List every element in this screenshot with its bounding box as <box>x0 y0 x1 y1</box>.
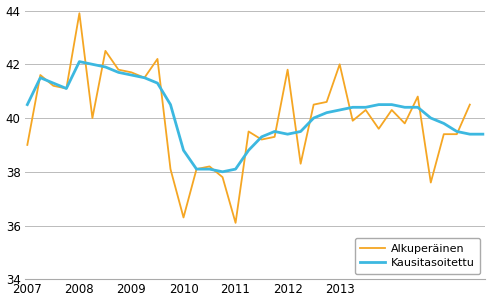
Alkuperäinen <box>77 11 82 15</box>
Alkuperäinen <box>141 76 147 79</box>
Kausitasoitettu <box>285 132 291 136</box>
Alkuperäinen <box>376 127 382 130</box>
Alkuperäinen <box>298 162 303 165</box>
Alkuperäinen <box>51 84 56 88</box>
Kausitasoitettu <box>233 167 239 171</box>
Alkuperäinen <box>441 132 447 136</box>
Kausitasoitettu <box>272 130 277 133</box>
Line: Kausitasoitettu: Kausitasoitettu <box>27 62 483 172</box>
Kausitasoitettu <box>115 71 121 74</box>
Alkuperäinen <box>428 181 434 184</box>
Alkuperäinen <box>467 103 473 106</box>
Kausitasoitettu <box>376 103 382 106</box>
Alkuperäinen <box>285 68 291 72</box>
Alkuperäinen <box>219 175 225 179</box>
Alkuperäinen <box>415 95 421 98</box>
Alkuperäinen <box>454 132 460 136</box>
Alkuperäinen <box>402 122 408 125</box>
Kausitasoitettu <box>298 130 303 133</box>
Alkuperäinen <box>25 143 30 147</box>
Alkuperäinen <box>193 167 199 171</box>
Kausitasoitettu <box>155 81 161 85</box>
Kausitasoitettu <box>25 103 30 106</box>
Kausitasoitettu <box>77 60 82 63</box>
Alkuperäinen <box>259 138 265 141</box>
Alkuperäinen <box>272 135 277 139</box>
Alkuperäinen <box>363 108 369 112</box>
Kausitasoitettu <box>63 87 69 90</box>
Kausitasoitettu <box>337 108 343 112</box>
Kausitasoitettu <box>51 81 56 85</box>
Alkuperäinen <box>389 108 395 112</box>
Kausitasoitettu <box>37 76 43 79</box>
Kausitasoitettu <box>167 103 173 106</box>
Kausitasoitettu <box>219 170 225 174</box>
Kausitasoitettu <box>350 105 355 109</box>
Kausitasoitettu <box>467 132 473 136</box>
Kausitasoitettu <box>454 130 460 133</box>
Kausitasoitettu <box>141 76 147 79</box>
Alkuperäinen <box>103 49 109 53</box>
Kausitasoitettu <box>441 122 447 125</box>
Kausitasoitettu <box>207 167 213 171</box>
Alkuperäinen <box>167 167 173 171</box>
Kausitasoitettu <box>181 149 187 152</box>
Kausitasoitettu <box>311 116 317 120</box>
Kausitasoitettu <box>415 105 421 109</box>
Alkuperäinen <box>115 68 121 72</box>
Kausitasoitettu <box>89 63 95 66</box>
Alkuperäinen <box>89 116 95 120</box>
Alkuperäinen <box>207 165 213 168</box>
Kausitasoitettu <box>363 105 369 109</box>
Kausitasoitettu <box>246 149 251 152</box>
Kausitasoitettu <box>389 103 395 106</box>
Alkuperäinen <box>129 71 135 74</box>
Kausitasoitettu <box>193 167 199 171</box>
Legend: Alkuperäinen, Kausitasoitettu: Alkuperäinen, Kausitasoitettu <box>355 238 480 274</box>
Kausitasoitettu <box>129 73 135 77</box>
Alkuperäinen <box>246 130 251 133</box>
Alkuperäinen <box>155 57 161 61</box>
Line: Alkuperäinen: Alkuperäinen <box>27 13 470 223</box>
Kausitasoitettu <box>103 65 109 69</box>
Alkuperäinen <box>37 73 43 77</box>
Kausitasoitettu <box>480 132 486 136</box>
Kausitasoitettu <box>428 116 434 120</box>
Kausitasoitettu <box>324 111 329 114</box>
Alkuperäinen <box>63 87 69 90</box>
Alkuperäinen <box>350 119 355 123</box>
Alkuperäinen <box>311 103 317 106</box>
Kausitasoitettu <box>259 135 265 139</box>
Alkuperäinen <box>337 63 343 66</box>
Kausitasoitettu <box>402 105 408 109</box>
Alkuperäinen <box>181 216 187 219</box>
Alkuperäinen <box>233 221 239 225</box>
Alkuperäinen <box>324 100 329 104</box>
